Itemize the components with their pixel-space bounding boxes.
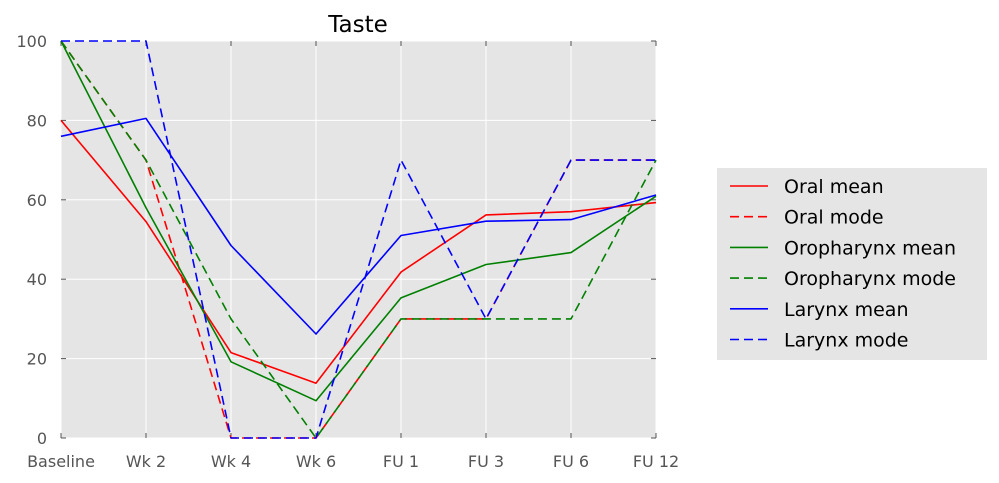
y-tick-label: 80: [27, 111, 47, 130]
x-tick-label: FU 3: [468, 452, 504, 471]
series-line-oral-mean: [60, 119, 657, 385]
x-tick-label: FU 12: [633, 452, 679, 471]
legend-label: Oral mode: [784, 207, 884, 229]
x-tick-label: Baseline: [27, 452, 95, 471]
legend-label: Larynx mean: [784, 299, 909, 321]
x-tick-label: FU 1: [383, 452, 419, 471]
series-line-larynx-mean: [60, 117, 657, 335]
x-tick-label: Wk 4: [211, 452, 251, 471]
plot-area-background: [61, 41, 656, 438]
x-tick-labels: Baseline Wk 2 Wk 4 Wk 6 FU 1 FU 3 FU 6 FU 12: [27, 452, 679, 471]
x-tick-label: Wk 2: [126, 452, 166, 471]
series-lines: [60, 40, 657, 439]
y-tick-label: 40: [27, 270, 47, 289]
y-tick-label: 60: [27, 191, 47, 210]
series-line-oropharynx-mode: [60, 40, 657, 439]
y-tick-label: 100: [16, 32, 47, 51]
legend: Oral mean Oral mode Oropharynx mean Orophar…: [717, 168, 987, 360]
legend-box: [717, 168, 987, 360]
series-line-larynx-mode: [61, 40, 656, 439]
grid-lines: [60, 40, 657, 439]
y-tick-label: 0: [37, 429, 47, 448]
legend-label: Oropharynx mean: [784, 237, 956, 259]
legend-label: Larynx mode: [784, 330, 909, 352]
x-tick-label: Wk 6: [296, 452, 336, 471]
y-tick-label: 20: [27, 350, 47, 369]
legend-label: Oral mean: [784, 176, 884, 198]
chart-title: Taste: [327, 12, 388, 38]
legend-label: Oropharynx mode: [784, 268, 956, 290]
series-line-oropharynx-mean: [60, 40, 657, 402]
y-tick-labels: 0 20 40 60 80 100: [16, 32, 47, 448]
x-tick-label: FU 6: [553, 452, 589, 471]
